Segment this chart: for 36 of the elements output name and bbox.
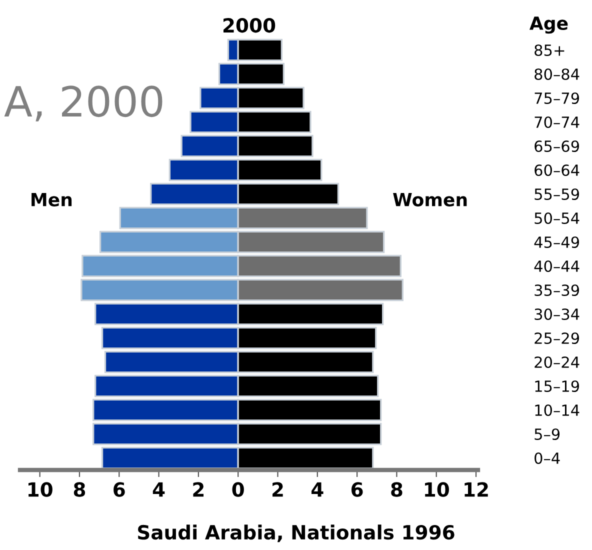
y-tick-label: 25–29 bbox=[534, 332, 579, 344]
y-axis-title: Age bbox=[530, 16, 568, 34]
text: Men bbox=[32, 193, 72, 206]
series-label: Women bbox=[393, 193, 467, 206]
y-tick-label: 60–64 bbox=[534, 164, 580, 176]
x-tick-label: 6 bbox=[114, 482, 125, 497]
y-tick-label: 50–54 bbox=[534, 212, 580, 224]
x-tick-label: 4 bbox=[312, 482, 324, 497]
y-tick-label: 75–79 bbox=[534, 92, 579, 104]
x-tick-label: 10 bbox=[425, 482, 449, 497]
x-tick-label: 0 bbox=[232, 482, 244, 497]
y-tick-label: 35–39 bbox=[534, 284, 579, 296]
annotation: A, 2000 bbox=[4, 86, 162, 122]
x-tick-label: 6 bbox=[352, 482, 363, 497]
y-tick-label: 85+ bbox=[534, 44, 564, 56]
x-tick-label: 2 bbox=[272, 482, 283, 497]
y-tick-label: 5–9 bbox=[534, 428, 560, 440]
x-tick-label: 8 bbox=[74, 482, 86, 497]
y-tick-label: 0–4 bbox=[534, 452, 560, 464]
x-tick-label: 2 bbox=[193, 482, 204, 497]
y-tick-label: 30–34 bbox=[534, 308, 580, 320]
x-tick-label: 8 bbox=[391, 482, 402, 497]
text: Saudi Arabia, Nationals 1996 bbox=[138, 524, 454, 542]
y-tick-label: 10–14 bbox=[535, 404, 580, 416]
x-tick-label: 12 bbox=[464, 482, 488, 497]
y-tick-label: 45–49 bbox=[534, 236, 579, 248]
y-tick-label: 15–19 bbox=[535, 380, 579, 392]
y-tick-label: 40–44 bbox=[534, 260, 580, 272]
y-tick-label: 65–69 bbox=[534, 140, 579, 152]
y-tick-label: 70–74 bbox=[534, 116, 580, 128]
chart-title: 2000 bbox=[223, 18, 276, 33]
x-tick-label: 10 bbox=[28, 482, 52, 497]
y-tick-label: 20–24 bbox=[534, 356, 580, 368]
y-tick-label: 80–84 bbox=[534, 68, 580, 80]
x-tick-label: 4 bbox=[152, 482, 165, 497]
y-tick-label: 55–59 bbox=[534, 188, 579, 200]
